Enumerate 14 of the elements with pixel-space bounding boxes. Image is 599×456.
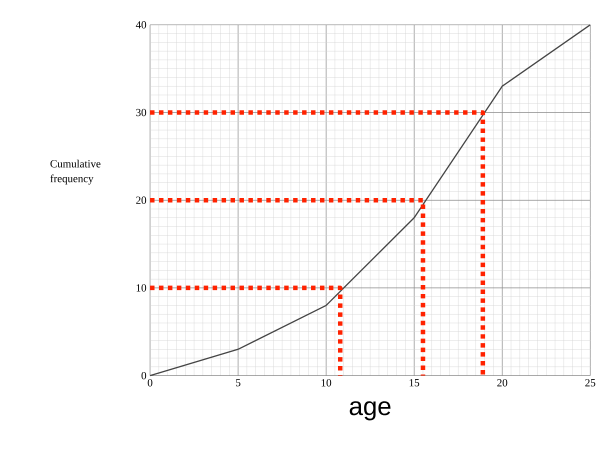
x-tick-label: 25 <box>585 379 596 386</box>
y-axis-title: Cumulative frequency <box>50 160 100 184</box>
line-series <box>149 24 591 376</box>
x-tick-label: 5 <box>236 379 240 386</box>
y-tick-label: 0 <box>142 372 146 380</box>
y-tick-label: 40 <box>136 21 146 28</box>
y-tick-label: 20 <box>136 196 146 204</box>
x-tick-label: 15 <box>410 379 420 386</box>
y-tick-label: 30 <box>136 108 146 116</box>
x-axis-title: age <box>350 401 390 420</box>
x-tick-label: 20 <box>497 379 508 386</box>
x-tick-label: 0 <box>148 379 152 386</box>
y-tick-label: 10 <box>136 284 146 292</box>
x-tick-label: 10 <box>322 379 332 386</box>
